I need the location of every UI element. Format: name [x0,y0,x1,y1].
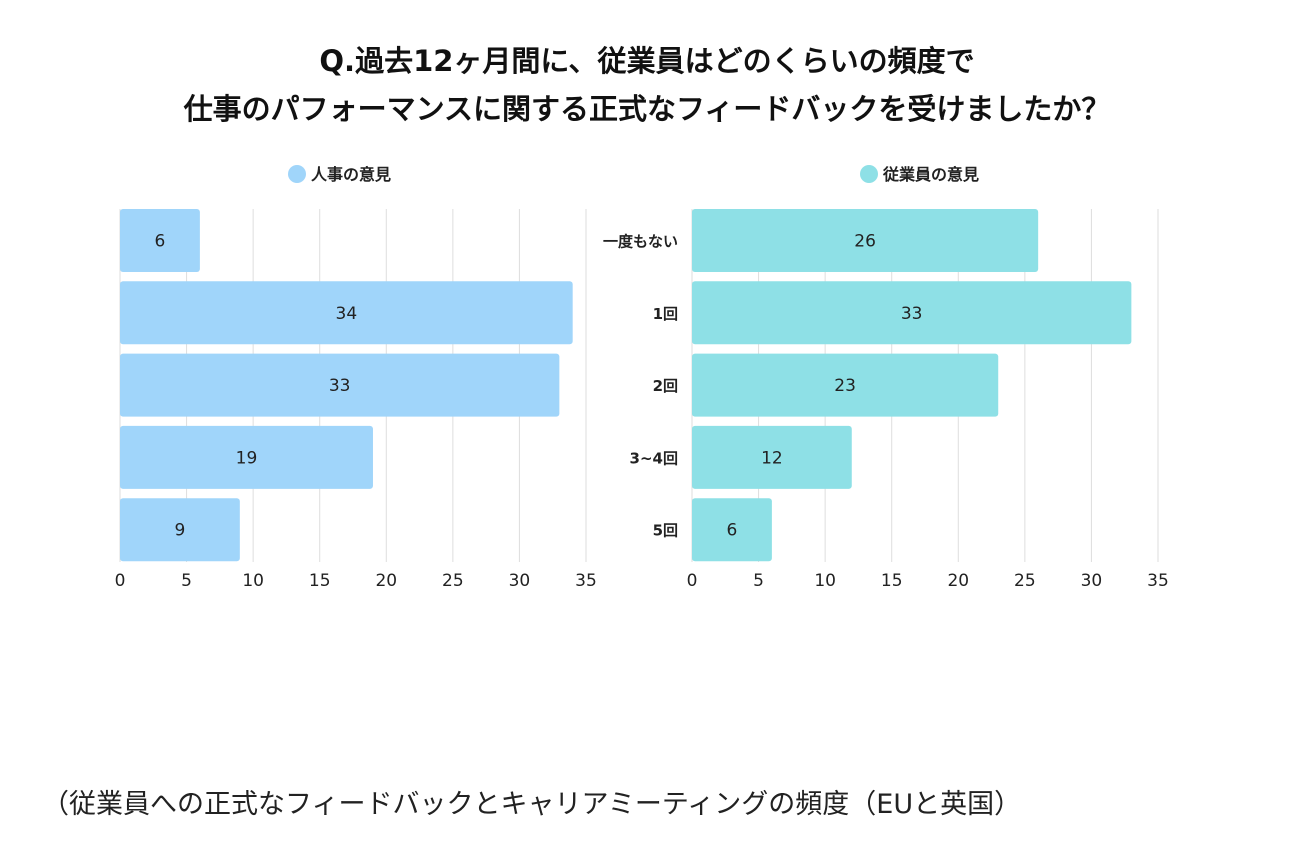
x-tick-label: 15 [881,571,903,591]
bar [120,281,573,345]
x-tick-label: 10 [242,571,264,591]
bar-value-label: 34 [336,304,358,324]
bar-value-label: 19 [236,448,258,468]
caption: （従業員への正式なフィードバックとキャリアミーティングの頻度（EUと英国） [42,789,1022,820]
x-tick-label: 5 [753,571,764,591]
x-tick-label: 25 [1014,571,1036,591]
category-label: 5回 [653,522,678,540]
x-tick-label: 30 [1081,571,1103,591]
x-tick-label: 35 [1147,571,1169,591]
bar-value-label: 23 [834,376,856,396]
bar-value-label: 12 [761,448,783,468]
bar [692,353,999,417]
bar [120,425,373,489]
legend-swatch [860,165,878,183]
bar-value-label: 33 [901,304,923,324]
x-tick-label: 35 [575,571,597,591]
bar [692,209,1039,272]
category-label: 一度もない [603,233,678,251]
x-tick-label: 25 [442,571,464,591]
bar [692,498,772,562]
bar [120,498,240,562]
category-label: 3~4回 [630,449,678,467]
bar [120,209,200,272]
bar-value-label: 6 [727,521,738,541]
chart-title-line-2: 仕事のパフォーマンスに関する正式なフィードバックを受けましたか？ [183,92,1111,126]
bar [692,425,852,489]
category-label: 2回 [653,377,678,395]
bar-value-label: 9 [175,521,186,541]
x-tick-label: 20 [375,571,397,591]
x-tick-label: 10 [814,571,836,591]
x-tick-label: 30 [509,571,531,591]
legend-swatch [288,165,306,183]
x-tick-label: 0 [687,571,698,591]
bar-value-label: 6 [155,232,166,252]
chart-title-line-1: Q.過去12ヶ月間に、従業員はどのくらいの頻度で [319,44,975,78]
category-label: 1回 [653,305,678,323]
bar-value-label: 26 [854,232,876,252]
x-tick-label: 20 [947,571,969,591]
bar [692,281,1132,345]
x-tick-label: 0 [115,571,126,591]
bar [120,353,560,417]
x-tick-label: 5 [181,571,192,591]
x-tick-label: 15 [309,571,331,591]
legend-label: 従業員の意見 [882,165,979,184]
legend-label: 人事の意見 [311,165,391,184]
bar-value-label: 33 [329,376,351,396]
